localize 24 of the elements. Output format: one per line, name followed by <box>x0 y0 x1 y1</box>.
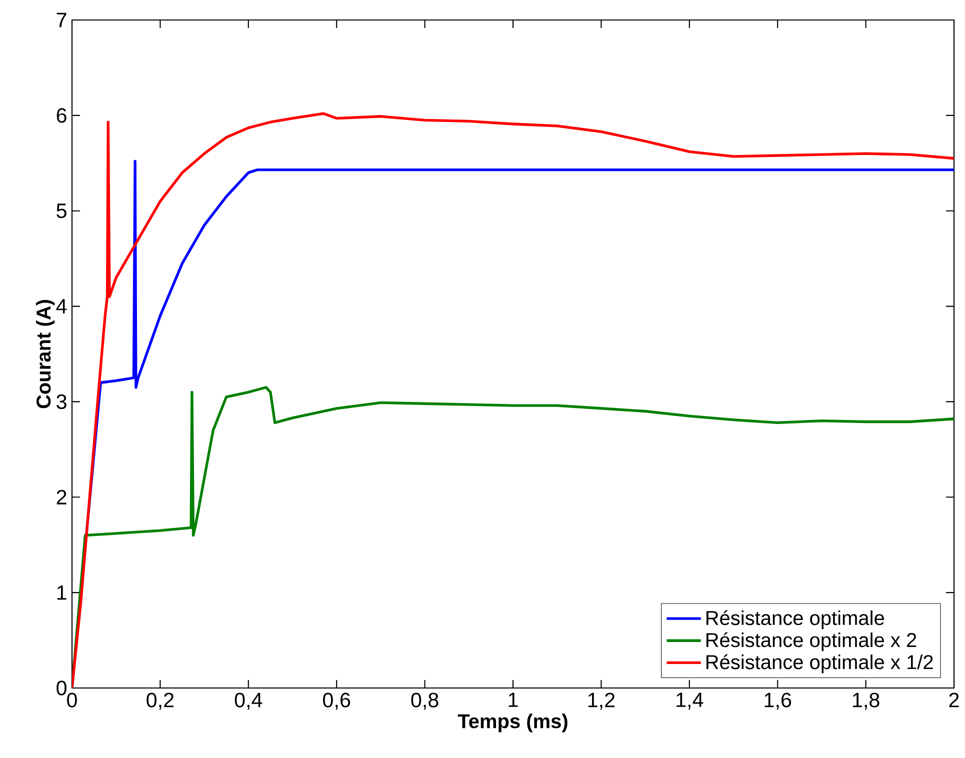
y-tick-label: 5 <box>56 204 66 218</box>
x-tick-label: 0,8 <box>411 692 438 710</box>
x-tick-label: 0,6 <box>323 692 350 710</box>
x-tick-label: 0 <box>67 692 77 708</box>
x-tick-label: 1,2 <box>588 692 615 710</box>
legend-label: Résistance optimale <box>706 610 884 630</box>
y-tick-label: 2 <box>56 490 66 504</box>
x-tick-label: 0,2 <box>146 692 174 710</box>
x-tick-label: 1 <box>508 692 518 707</box>
legend-label: Résistance optimale x 1/2 <box>706 654 933 674</box>
x-tick-label: 2 <box>949 692 959 708</box>
y-tick-label: 3 <box>56 394 66 410</box>
legend-label: Résistance optimale x 2 <box>706 632 916 652</box>
x-tick-label: 1,6 <box>764 692 792 710</box>
y-tick-label: 4 <box>56 299 67 314</box>
y-tick-label: 7 <box>56 12 66 28</box>
y-tick-label: 6 <box>56 108 66 123</box>
x-tick-label: 0,4 <box>234 692 262 710</box>
x-axis-title: Temps (ms) <box>458 714 568 732</box>
y-axis-title: Courant (A) <box>36 300 55 408</box>
x-tick-label: 1,4 <box>676 692 704 710</box>
y-tick-label: 1 <box>57 585 66 600</box>
x-tick-label: 1,8 <box>853 692 880 710</box>
y-tick-label: 0 <box>56 680 66 696</box>
